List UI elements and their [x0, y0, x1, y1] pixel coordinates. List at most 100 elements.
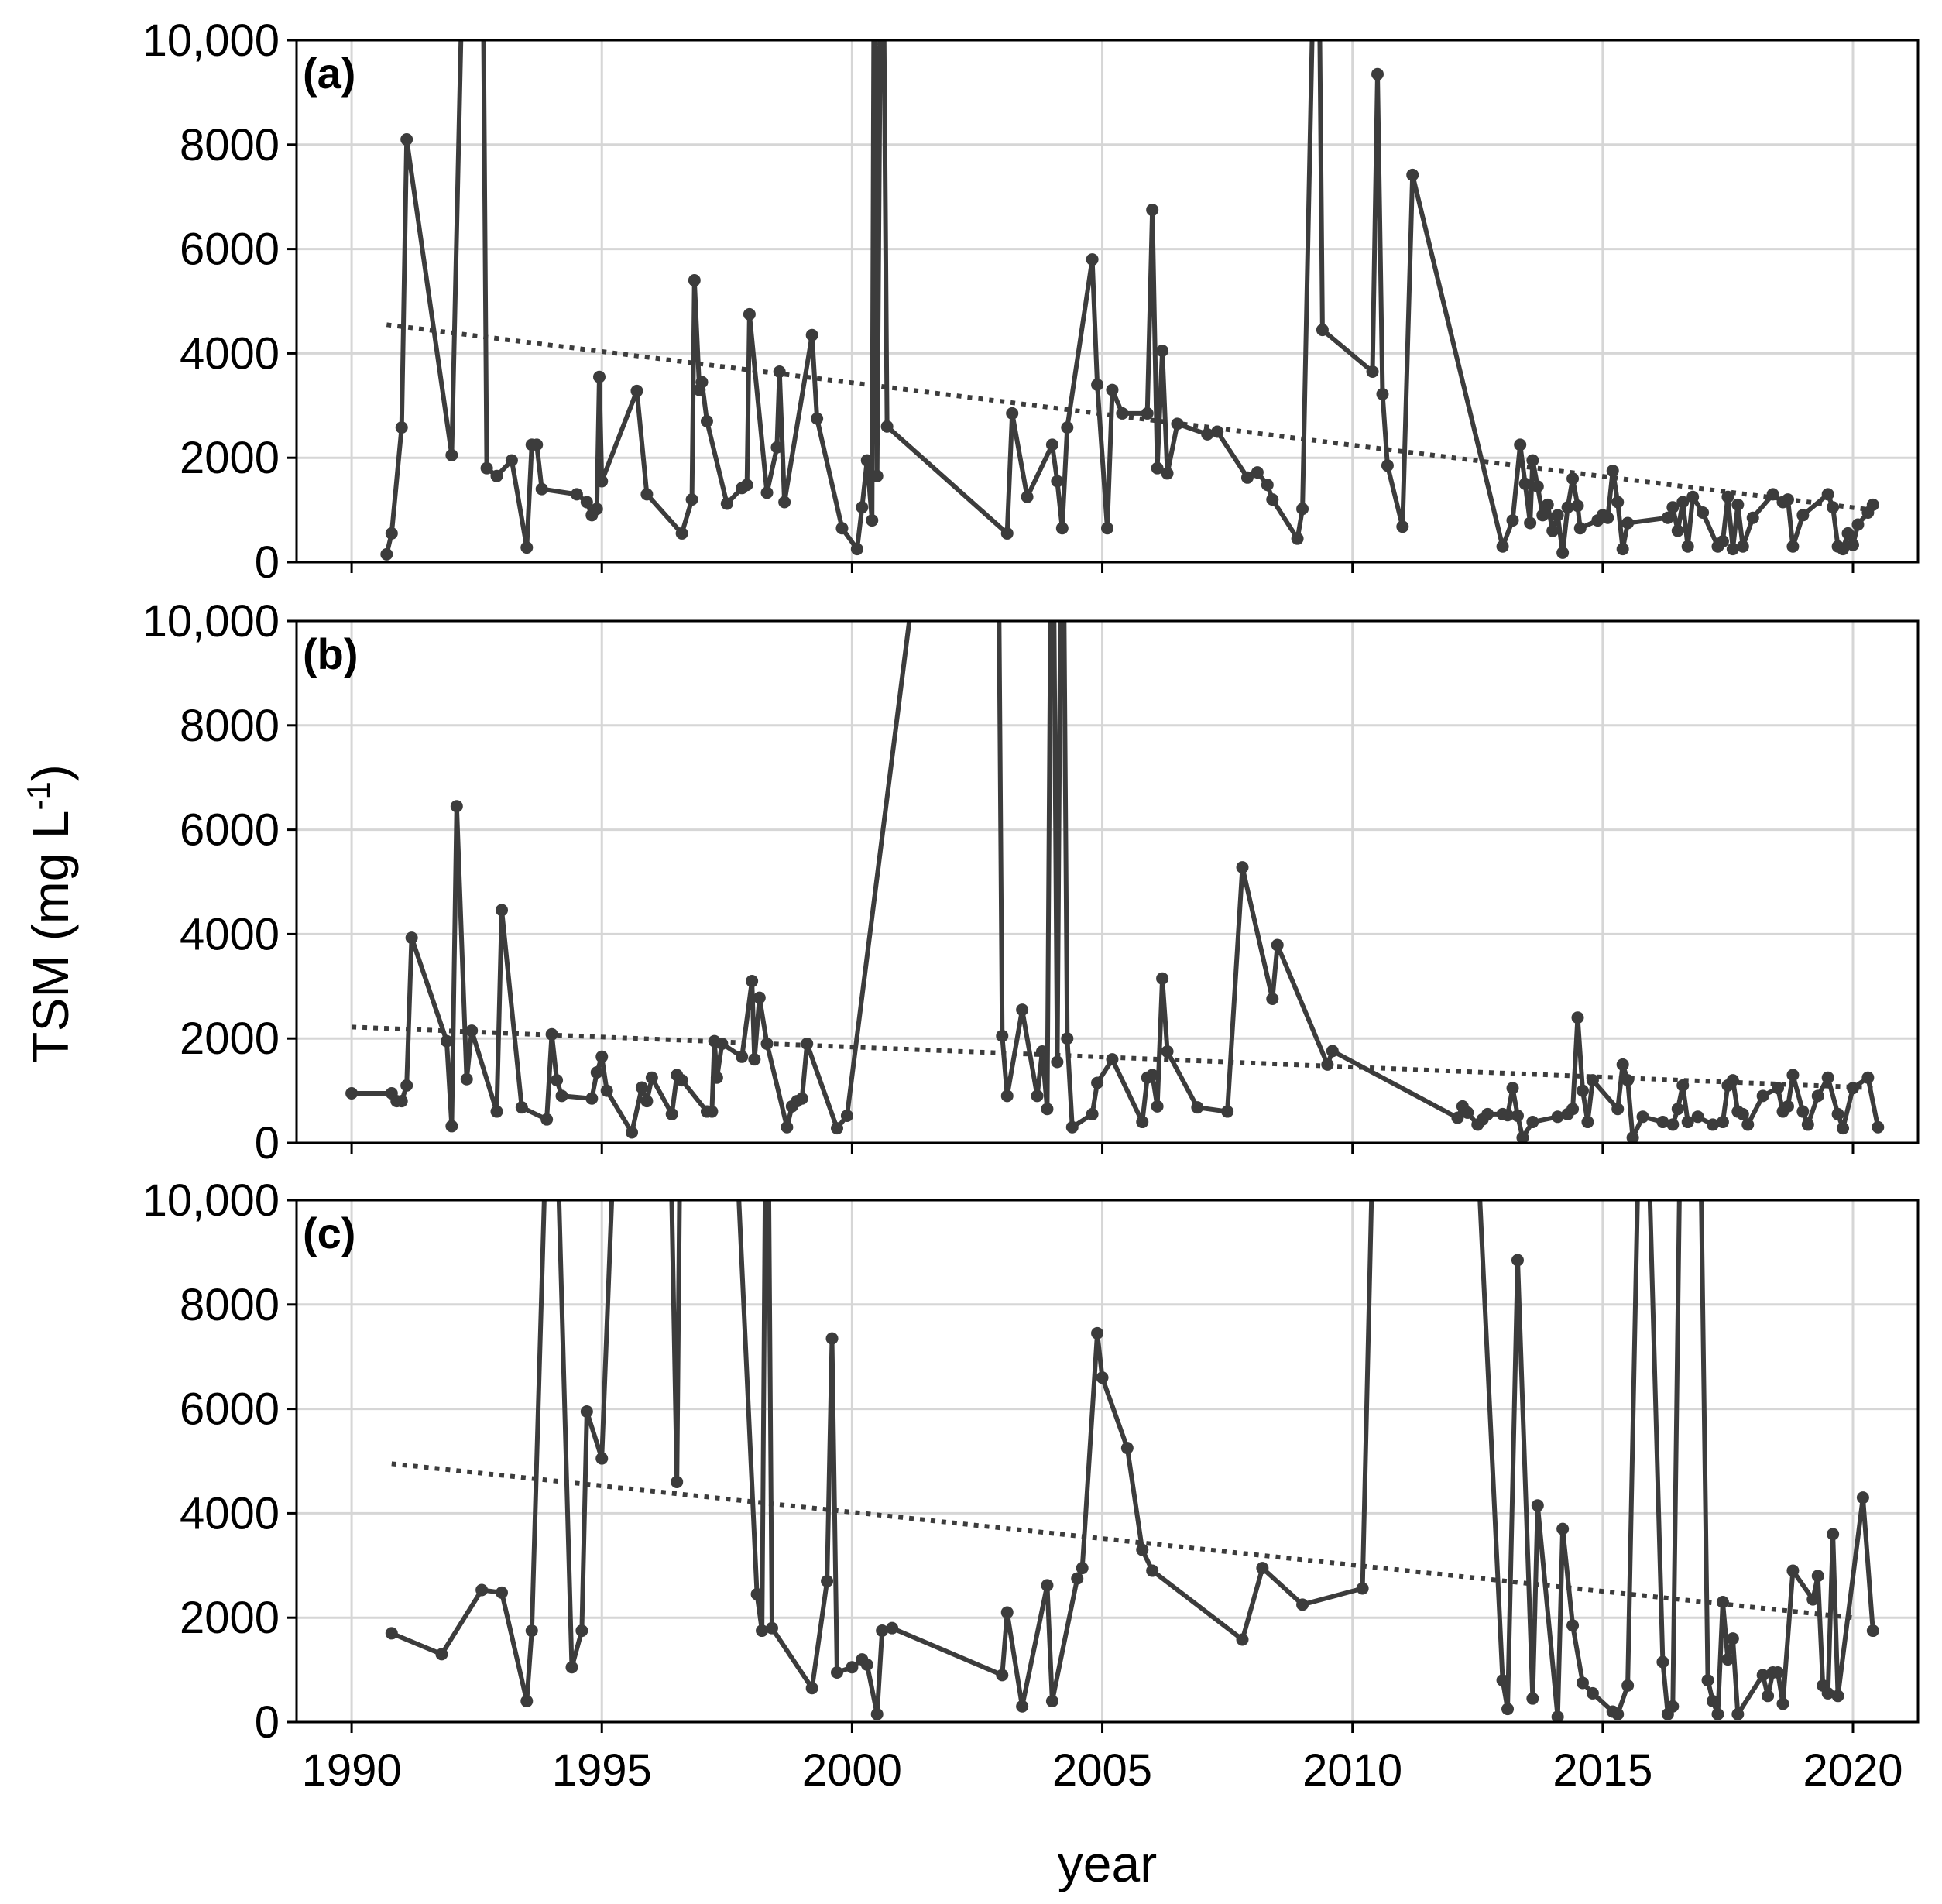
- panel-0-point-31: [743, 307, 756, 321]
- panel-1-point-91: [1576, 1084, 1589, 1097]
- panel-1-point-119: [1811, 1089, 1824, 1103]
- panel-1-point-66: [1156, 972, 1169, 985]
- x-tick-label-4: 2010: [1302, 1745, 1402, 1796]
- panel-2-y-tick-label-2: 4000: [180, 1488, 280, 1539]
- panel-0-point-107: [1676, 496, 1690, 509]
- panels: 0 2000 4000 6000 8000 10,000 (a) 0 2000 4000 6000 8…: [142, 15, 1920, 1796]
- panel-1-point-19: [590, 1066, 603, 1079]
- panel-0-point-114: [1726, 543, 1739, 556]
- panel-1-point-120: [1821, 1071, 1834, 1084]
- panel-0-point-67: [1240, 471, 1254, 484]
- panel-2-y-tick-label-0: 0: [255, 1697, 280, 1748]
- panel-1-point-59: [1086, 1107, 1099, 1120]
- panel-0-label: (a): [303, 49, 355, 98]
- panel-1-frame: [295, 619, 1920, 1144]
- panel-2-point-81: [1811, 1570, 1824, 1583]
- panel-1-point-82: [1501, 1109, 1515, 1122]
- panel-1-point-122: [1837, 1122, 1850, 1135]
- panel-2-point-3: [495, 1586, 508, 1599]
- panel-2-point-21: [821, 1575, 834, 1588]
- panel-1-point-89: [1566, 1103, 1580, 1116]
- panel-1-point-39: [781, 1120, 794, 1134]
- panel-0-point-64: [1171, 417, 1184, 431]
- panel-2-point-73: [1731, 1707, 1745, 1720]
- panel-2-point-50: [1511, 1254, 1524, 1267]
- panel-1-point-15: [545, 1027, 558, 1041]
- x-tick-label-5: 2015: [1553, 1745, 1652, 1796]
- panel-2-point-4: [520, 1695, 534, 1708]
- panel-0-point-127: [1841, 527, 1855, 540]
- panel-0-point-129: [1851, 518, 1865, 531]
- panel-1-point-83: [1506, 1082, 1519, 1095]
- panel-0-point-115: [1731, 498, 1745, 511]
- panel-0-point-0: [380, 547, 393, 561]
- panel-0-series-line: [384, 40, 1875, 555]
- panel-1-point-110: [1736, 1107, 1749, 1120]
- panel-1-point-16: [551, 1074, 564, 1087]
- panel-0-point-49: [1021, 490, 1034, 503]
- panel-1-point-99: [1656, 1116, 1669, 1129]
- panel-0-point-22: [675, 527, 688, 540]
- panel-0-point-86: [1526, 454, 1539, 467]
- panel-1-point-100: [1666, 1118, 1680, 1131]
- panel-0-point-2: [395, 421, 408, 434]
- panel-1-point-118: [1801, 1118, 1814, 1131]
- panel-1-point-34: [736, 1050, 749, 1063]
- panel-0-point-80: [1406, 168, 1419, 181]
- panel-0-point-9: [505, 454, 518, 467]
- panel-0-point-32: [760, 486, 774, 499]
- panel-0-point-8: [490, 469, 503, 482]
- panel-2-point-57: [1586, 1686, 1599, 1700]
- panel-2-point-31: [1000, 1606, 1014, 1619]
- panel-0-point-89: [1541, 498, 1554, 511]
- panel-1-point-84: [1511, 1109, 1524, 1122]
- panel-1-point-50: [1016, 1003, 1029, 1017]
- panel-0-point-59: [1141, 407, 1154, 420]
- panel-2-point-77: [1772, 1666, 1785, 1679]
- panel-0-point-21: [640, 488, 654, 501]
- panel-0-point-65: [1201, 427, 1214, 441]
- panel-1-point-26: [665, 1107, 678, 1120]
- panel-1-point-98: [1636, 1110, 1649, 1124]
- panel-1-point-102: [1676, 1079, 1690, 1092]
- panel-0-point-14: [570, 488, 583, 501]
- panel-1-point-12: [495, 904, 508, 917]
- panel-0-point-91: [1551, 509, 1564, 522]
- panel-0-point-18: [593, 370, 606, 383]
- panel-0-point-74: [1316, 324, 1329, 337]
- panel-1-point-3: [395, 1095, 408, 1108]
- panel-2-point-40: [1136, 1543, 1149, 1556]
- panel-1-point-113: [1772, 1082, 1785, 1095]
- panel-0-point-87: [1531, 480, 1544, 493]
- panel-1-y-tick-label-1: 2000: [180, 1014, 280, 1064]
- panel-0-point-113: [1721, 490, 1734, 503]
- panel-0-point-94: [1566, 472, 1580, 485]
- panel-0-point-92: [1556, 546, 1570, 559]
- panel-1-point-35: [746, 975, 759, 988]
- panel-0-point-112: [1716, 535, 1729, 548]
- panel-1-point-60: [1091, 1076, 1104, 1089]
- panel-0-point-99: [1601, 511, 1614, 524]
- panel-0-point-38: [835, 522, 849, 535]
- panel-2-point-26: [860, 1658, 873, 1671]
- panel-1-point-111: [1741, 1118, 1755, 1131]
- panel-2-point-85: [1831, 1690, 1844, 1703]
- panel-1-point-53: [1041, 1103, 1054, 1116]
- panel-1-point-67: [1161, 1045, 1174, 1058]
- panel-1-point-18: [585, 1092, 599, 1105]
- panel-1-point-74: [1326, 1045, 1339, 1058]
- panel-0-frame: [295, 39, 1920, 564]
- x-tick-label-2: 2000: [802, 1745, 902, 1796]
- panel-0-point-72: [1296, 503, 1309, 516]
- panel-2-point-19: [765, 1621, 778, 1635]
- panel-0-point-36: [805, 328, 818, 341]
- panel-2-point-5: [525, 1624, 538, 1638]
- panel-0-point-100: [1606, 465, 1619, 478]
- panel-2-point-69: [1711, 1707, 1724, 1720]
- panel-0-point-101: [1611, 496, 1625, 509]
- panel-2-y-tick-label-4: 8000: [180, 1280, 280, 1330]
- panel-0-point-37: [811, 412, 824, 425]
- panel-1-point-44: [831, 1122, 843, 1135]
- panel-2-point-33: [1041, 1579, 1054, 1592]
